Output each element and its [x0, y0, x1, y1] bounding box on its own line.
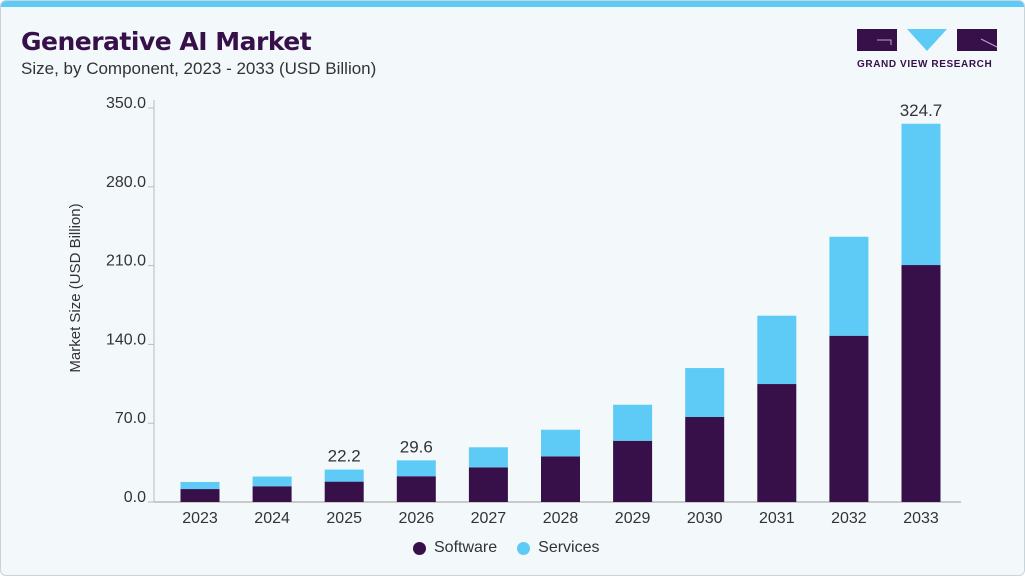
x-tick-label: 2029 — [615, 510, 651, 527]
y-tick-label: 140.0 — [106, 331, 146, 348]
bar-services-2030 — [685, 368, 725, 418]
chart-subtitle: Size, by Component, 2023 - 2033 (USD Bil… — [21, 59, 377, 78]
bar-services-2024 — [252, 476, 292, 487]
bar-software-2033 — [901, 265, 941, 502]
data-label-2025: 22.2 — [328, 447, 361, 466]
bar-services-2028 — [541, 429, 580, 457]
bar-services-2025 — [324, 469, 364, 482]
bar-software-2029 — [613, 440, 653, 502]
bar-software-2026 — [396, 476, 436, 502]
y-tick-label: 70.0 — [115, 410, 146, 427]
legend-swatch-software — [413, 541, 426, 555]
y-axis-title: Market Size (USD Billion) — [67, 203, 84, 372]
bar-software-2030 — [685, 417, 725, 502]
y-tick-label: 280.0 — [106, 174, 146, 191]
bar-services-2031 — [757, 315, 797, 385]
data-label-2033: 324.7 — [900, 101, 943, 120]
accent-bar — [1, 1, 1024, 7]
bar-software-2023 — [180, 489, 220, 502]
bar-software-2032 — [829, 335, 869, 502]
x-tick-label: 2031 — [759, 510, 795, 527]
bar-services-2033 — [901, 123, 941, 266]
bar-software-2028 — [541, 456, 580, 502]
bar-services-2029 — [613, 404, 653, 441]
x-tick-label: 2032 — [831, 510, 867, 527]
data-label-2026: 29.6 — [400, 437, 433, 456]
x-tick-label: 2033 — [903, 510, 939, 527]
legend-swatch-services — [517, 541, 531, 555]
bar-software-2025 — [324, 481, 364, 502]
y-tick-label: 210.0 — [106, 253, 146, 270]
legend-label-services: Services — [538, 539, 600, 556]
bar-software-2031 — [757, 384, 797, 502]
x-tick-label: 2028 — [543, 510, 579, 527]
x-tick-label: 2023 — [182, 510, 218, 527]
grand-view-research-logo — [857, 29, 998, 51]
legend-item-software[interactable]: Software — [413, 539, 497, 557]
x-tick-label: 2026 — [399, 510, 435, 527]
chart-title: Generative AI Market — [21, 27, 312, 56]
x-tick-label: 2025 — [326, 510, 362, 527]
bar-software-2027 — [468, 467, 508, 502]
bar-services-2023 — [180, 481, 220, 490]
x-tick-label: 2024 — [254, 510, 290, 527]
legend: Software Services — [413, 539, 600, 557]
bar-services-2026 — [396, 460, 436, 477]
y-tick-label: 0.0 — [124, 489, 146, 506]
legend-item-services[interactable]: Services — [517, 539, 600, 557]
logo-text: GRAND VIEW RESEARCH — [857, 59, 993, 70]
x-tick-label: 2030 — [687, 510, 723, 527]
bar-software-2024 — [252, 486, 292, 502]
bar-services-2032 — [829, 236, 869, 336]
x-tick-label: 2027 — [471, 510, 507, 527]
y-tick-label: 350.0 — [106, 95, 146, 112]
bar-services-2027 — [468, 447, 508, 468]
legend-label-software: Software — [434, 539, 498, 556]
